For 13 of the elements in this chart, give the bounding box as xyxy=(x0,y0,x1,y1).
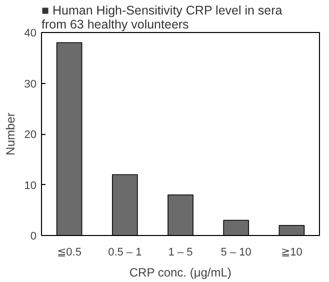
y-tick-label: 30 xyxy=(24,78,37,90)
y-tick-label: 40 xyxy=(24,28,37,40)
y-tick-label: 0 xyxy=(30,230,37,242)
x-axis-title: CRP conc. (μg/mL) xyxy=(129,266,232,280)
x-tick-label: ≦0.5 xyxy=(57,246,82,258)
x-tick-label: 5 – 10 xyxy=(220,246,252,258)
x-tick-label: 1 – 5 xyxy=(168,246,193,258)
y-tick-label: 10 xyxy=(24,180,37,192)
y-tick-label: 20 xyxy=(24,129,37,141)
x-tick-label: 0.5 – 1 xyxy=(108,246,142,258)
x-tick-label: ≧10 xyxy=(281,246,302,258)
chart-title: ■ Human High-Sensitivity CRP level in sera from 63 healthy volunteers xyxy=(42,4,282,32)
y-axis-title: Number xyxy=(3,112,18,156)
